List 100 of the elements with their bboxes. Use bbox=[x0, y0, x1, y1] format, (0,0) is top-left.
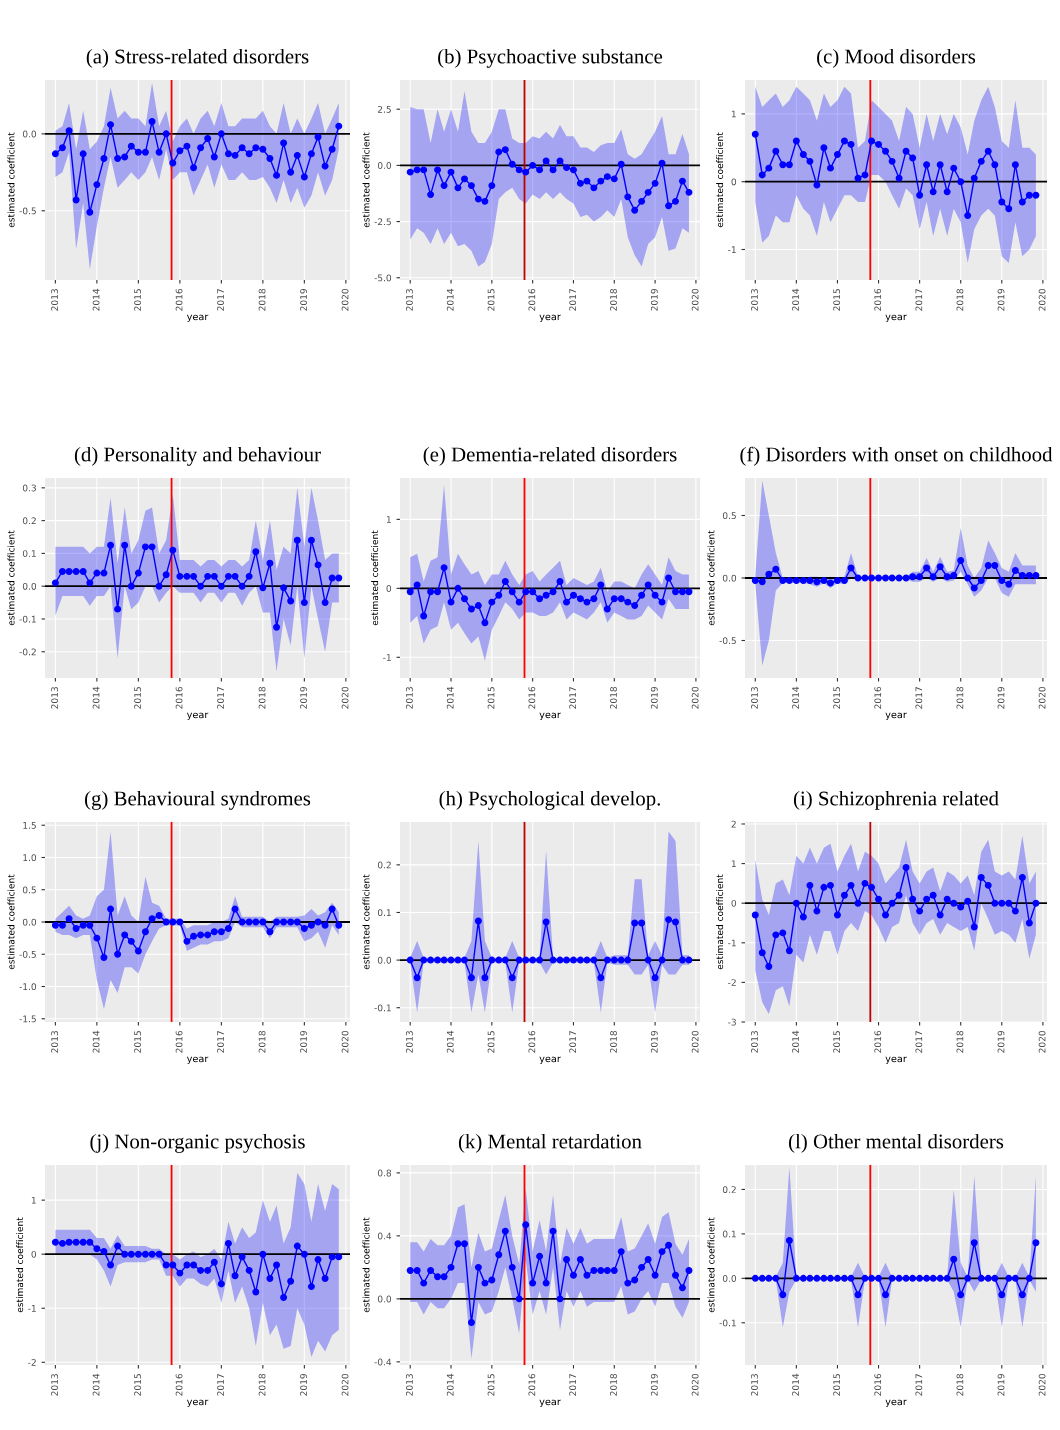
point bbox=[549, 956, 557, 964]
point bbox=[799, 913, 807, 921]
point bbox=[508, 974, 516, 982]
point bbox=[529, 1279, 537, 1287]
x-tick-label: 2013 bbox=[51, 289, 58, 311]
point bbox=[440, 564, 448, 572]
point bbox=[107, 1261, 115, 1269]
point bbox=[923, 564, 931, 572]
point bbox=[420, 956, 428, 964]
point bbox=[231, 1272, 239, 1280]
x-axis-title: year bbox=[186, 712, 209, 721]
point bbox=[751, 130, 759, 138]
y-tick-label: 0.0 bbox=[22, 918, 37, 926]
point bbox=[266, 154, 274, 162]
point bbox=[51, 921, 59, 929]
x-tick-label: 2017 bbox=[915, 687, 923, 709]
point bbox=[287, 918, 295, 926]
point bbox=[854, 899, 862, 907]
point bbox=[321, 599, 329, 607]
point bbox=[950, 164, 958, 172]
y-tick-label: 0.1 bbox=[722, 1230, 736, 1238]
y-tick-label: -0.2 bbox=[19, 648, 36, 656]
point bbox=[665, 916, 673, 924]
point bbox=[638, 919, 646, 927]
point bbox=[406, 168, 414, 176]
point bbox=[826, 579, 834, 587]
y-axis-title: estimated coefficient bbox=[371, 530, 379, 626]
point bbox=[481, 974, 489, 982]
point bbox=[772, 931, 780, 939]
point bbox=[280, 139, 288, 147]
point bbox=[909, 154, 917, 162]
point bbox=[1025, 1274, 1033, 1282]
x-tick-label: 2015 bbox=[134, 1031, 141, 1053]
point bbox=[624, 1279, 632, 1287]
x-tick-label: 2013 bbox=[751, 1031, 758, 1053]
y-tick-label: -3 bbox=[728, 1018, 736, 1026]
point bbox=[772, 565, 780, 573]
y-tick-label: 0.8 bbox=[377, 1169, 392, 1177]
point bbox=[51, 1238, 59, 1246]
point bbox=[474, 195, 482, 203]
point bbox=[984, 881, 992, 889]
y-tick-label: -1.5 bbox=[19, 1015, 36, 1023]
point bbox=[190, 932, 198, 940]
point bbox=[148, 1250, 156, 1258]
point bbox=[488, 1276, 496, 1284]
point bbox=[134, 569, 142, 577]
point bbox=[488, 598, 496, 606]
x-tick-label: 2019 bbox=[650, 1030, 658, 1053]
point bbox=[259, 584, 267, 592]
point bbox=[678, 588, 686, 596]
point bbox=[882, 1291, 889, 1299]
point bbox=[515, 598, 523, 606]
point bbox=[273, 918, 281, 926]
point bbox=[672, 588, 679, 596]
point bbox=[895, 174, 903, 182]
point bbox=[501, 1227, 509, 1235]
y-tick-label: 0.0 bbox=[377, 956, 392, 964]
y-axis-title: estimated coefficient bbox=[362, 132, 370, 228]
x-tick-label: 2016 bbox=[874, 1373, 882, 1396]
x-tick-label: 2015 bbox=[487, 1031, 495, 1053]
point bbox=[252, 918, 260, 926]
point bbox=[321, 1275, 329, 1282]
point bbox=[617, 1248, 625, 1256]
point bbox=[427, 1267, 435, 1274]
point bbox=[447, 598, 455, 606]
point bbox=[563, 956, 571, 964]
point bbox=[970, 584, 978, 592]
point bbox=[685, 588, 693, 596]
point bbox=[183, 937, 191, 945]
x-tick-label: 2017 bbox=[915, 1374, 923, 1396]
point bbox=[631, 602, 639, 610]
point bbox=[100, 154, 108, 162]
point bbox=[300, 173, 308, 181]
point bbox=[100, 954, 108, 961]
point bbox=[293, 151, 301, 159]
point bbox=[454, 956, 462, 964]
point bbox=[148, 118, 156, 126]
point bbox=[998, 1291, 1006, 1299]
point bbox=[467, 182, 475, 190]
point bbox=[1005, 580, 1013, 588]
point bbox=[672, 1271, 679, 1279]
point bbox=[413, 1267, 421, 1274]
x-tick-label: 2018 bbox=[610, 1030, 617, 1053]
point bbox=[447, 1263, 455, 1271]
x-tick-label: 2019 bbox=[300, 686, 307, 709]
x-tick-label: 2020 bbox=[1038, 686, 1046, 709]
point bbox=[847, 881, 855, 889]
point bbox=[1032, 191, 1040, 199]
y-tick-label: -0.1 bbox=[19, 615, 36, 623]
point bbox=[569, 1271, 577, 1279]
x-axis-title: year bbox=[186, 1399, 209, 1408]
point bbox=[563, 1256, 571, 1263]
point bbox=[998, 198, 1006, 206]
point bbox=[977, 1274, 985, 1282]
point bbox=[840, 577, 848, 584]
x-tick-label: 2013 bbox=[405, 687, 413, 709]
point bbox=[58, 144, 66, 152]
x-tick-label: 2020 bbox=[341, 1373, 349, 1396]
chart-title: (b) Psychoactive substance bbox=[438, 48, 663, 68]
point bbox=[1005, 1274, 1013, 1282]
